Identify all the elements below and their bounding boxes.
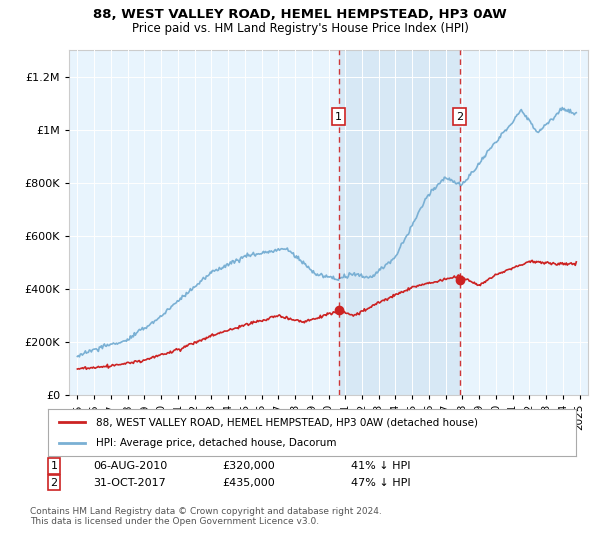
Text: 88, WEST VALLEY ROAD, HEMEL HEMPSTEAD, HP3 0AW (detached house): 88, WEST VALLEY ROAD, HEMEL HEMPSTEAD, H…: [95, 417, 478, 427]
Text: 1: 1: [335, 111, 342, 122]
Text: 47% ↓ HPI: 47% ↓ HPI: [351, 478, 410, 488]
Text: Price paid vs. HM Land Registry's House Price Index (HPI): Price paid vs. HM Land Registry's House …: [131, 22, 469, 35]
Text: HPI: Average price, detached house, Dacorum: HPI: Average price, detached house, Daco…: [95, 438, 336, 448]
Text: £320,000: £320,000: [222, 461, 275, 471]
Text: 1: 1: [50, 461, 58, 471]
Text: 41% ↓ HPI: 41% ↓ HPI: [351, 461, 410, 471]
Bar: [338, 50, 460, 395]
Text: 2: 2: [456, 111, 463, 122]
Text: 06-AUG-2010: 06-AUG-2010: [93, 461, 167, 471]
Text: 88, WEST VALLEY ROAD, HEMEL HEMPSTEAD, HP3 0AW: 88, WEST VALLEY ROAD, HEMEL HEMPSTEAD, H…: [93, 8, 507, 21]
Text: Contains HM Land Registry data © Crown copyright and database right 2024.
This d: Contains HM Land Registry data © Crown c…: [30, 507, 382, 526]
Text: £435,000: £435,000: [222, 478, 275, 488]
Text: 2: 2: [50, 478, 58, 488]
Text: 31-OCT-2017: 31-OCT-2017: [93, 478, 166, 488]
